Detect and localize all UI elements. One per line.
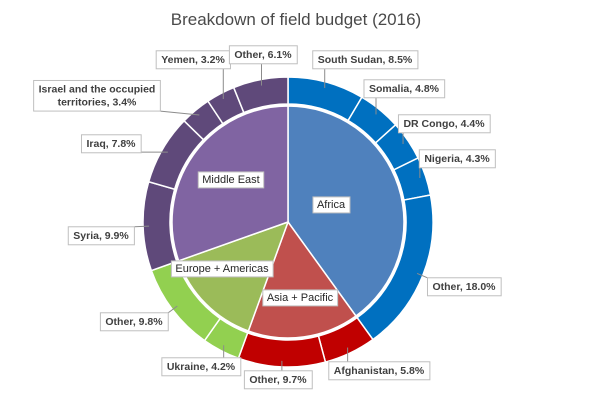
outer-label-europe-americas-ukraine-box [161,357,242,377]
outer-label-africa-other: Other, 18.0% [432,281,496,293]
inner-label-africa: Africa [317,199,346,211]
inner-label-middle-east: Middle East [202,174,259,186]
outer-label-africa-other-leader [416,272,428,279]
outer-label-europe-americas-ukraine: Ukraine, 4.2% [167,361,236,373]
inner-segment-asia-pacific [247,220,357,339]
outer-label-middle-east-syria-box [67,226,135,246]
chart-title: Breakdown of field budget (2016) [170,10,422,29]
outer-label-middle-east-iraq-box [80,134,142,154]
outer-label-europe-americas-other: Other, 9.8% [105,316,163,328]
outer-label-asia-pacific-afghanistan: Afghanistan, 5.8% [334,365,425,377]
outer-label-africa-somalia: Somalia, 4.8% [369,83,440,95]
outer-label-africa-somalia-box [363,79,446,99]
outer-label-middle-east-israel-and-the-occupied-territories-leader [160,110,200,116]
outer-label-middle-east-israel-and-the-occupied-territories-box [33,79,161,112]
outer-label-middle-east-other-box [228,45,298,65]
outer-label-africa-other-box [426,277,502,297]
inner-label-box-middle-east [197,171,265,189]
outer-label-europe-americas-other-box [99,312,169,332]
outer-label-asia-pacific-other: Other, 9.7% [249,374,307,386]
outer-label-middle-east-syria-leader [134,225,150,228]
outer-label-africa-nigeria: Nigeria, 4.3% [424,153,490,165]
inner-label-box-africa [312,196,351,214]
inner-label-europe-americas: Europe + Americas [175,263,269,275]
outer-label-africa-dr-congo-box [397,114,491,134]
outer-label-middle-east-israel-and-the-occupied-territories: Israel and the occupied territories, 3.4% [39,83,156,108]
inner-label-box-asia-pacific [262,289,339,307]
outer-label-asia-pacific-other-box [243,370,313,390]
outer-label-middle-east-syria: Syria, 9.9% [73,230,129,242]
outer-segment-middle-east-other [232,76,289,114]
outer-label-europe-americas-other-leader [167,305,178,314]
inner-label-box-europe-americas [170,260,274,278]
outer-label-asia-pacific-afghanistan-box [328,361,431,381]
outer-label-africa-south-sudan: South Sudan, 8.5% [318,54,413,66]
outer-label-africa-nigeria-box [418,149,496,169]
outer-label-africa-south-sudan-box [312,50,419,70]
inner-label-asia-pacific: Asia + Pacific [267,292,334,304]
outer-label-middle-east-other: Other, 6.1% [234,49,292,61]
outer-label-africa-dr-congo: DR Congo, 4.4% [403,118,485,130]
outer-label-middle-east-yemen: Yemen, 3.2% [161,54,225,66]
outer-label-middle-east-iraq: Iraq, 7.8% [86,138,136,150]
